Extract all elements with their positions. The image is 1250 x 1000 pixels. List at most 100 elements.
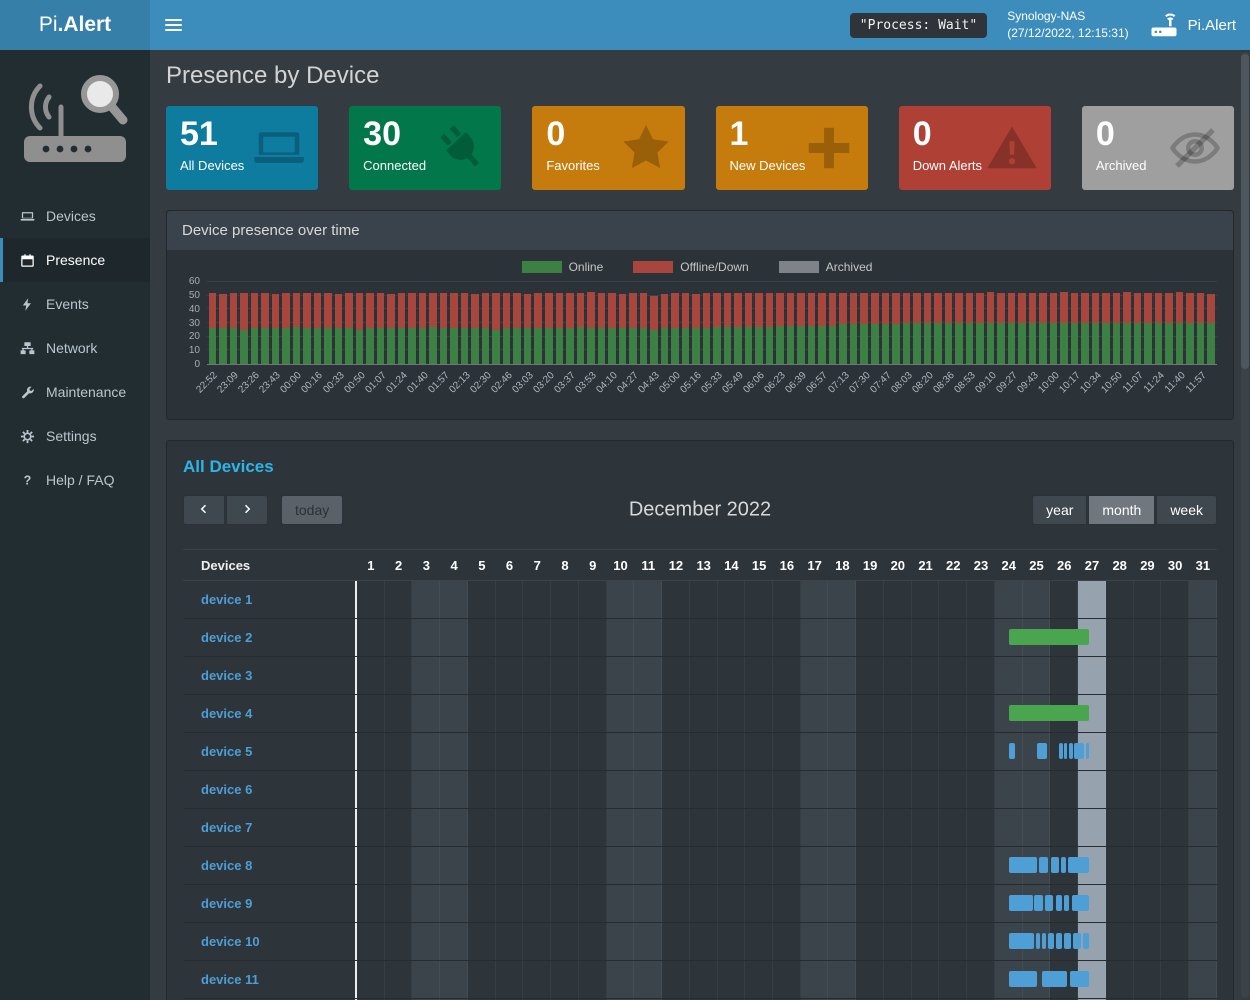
presence-event[interactable] [1068,743,1073,759]
scrollbar-thumb[interactable] [1241,54,1249,369]
online-segment [429,327,437,364]
device-link[interactable]: device 7 [201,820,253,835]
presence-event[interactable] [1008,743,1016,759]
prev-month-button[interactable] [183,495,225,525]
x-tick-label: 11:07 [1120,370,1146,395]
presence-event[interactable] [1042,971,1068,987]
chart-bar [786,282,795,364]
offline-segment [313,292,322,329]
page-scrollbar[interactable] [1241,52,1249,998]
presence-event[interactable] [1036,743,1047,759]
y-tick-label: 30 [188,317,200,329]
sidebar-toggle-button[interactable] [150,0,196,50]
presence-event[interactable] [1061,857,1066,873]
chart-bar [408,282,416,364]
device-link[interactable]: device 9 [201,896,253,911]
summary-card-down-alerts[interactable]: 0 Down Alerts [898,106,1051,190]
presence-event[interactable] [1082,933,1090,949]
presence-event[interactable] [1056,933,1062,949]
device-link[interactable]: device 8 [201,858,253,873]
presence-event[interactable] [1055,895,1063,911]
summary-card-connected[interactable]: 30 Connected [349,106,502,190]
device-link[interactable]: device 11 [201,972,259,987]
day-cell [1050,771,1079,808]
brand-prefix: Pi [38,13,58,36]
presence-event[interactable] [1038,857,1048,873]
sidebar-item-devices[interactable]: Devices [0,194,150,238]
day-cell [939,619,968,656]
presence-event[interactable] [1036,933,1040,949]
view-button-month[interactable]: month [1088,495,1156,525]
chart-bar [208,282,217,364]
presence-event[interactable] [1059,743,1063,759]
presence-event[interactable] [1063,933,1072,949]
day-header-25: 25 [1029,557,1044,573]
presence-event[interactable] [1045,895,1054,911]
device-link[interactable]: device 2 [201,630,253,645]
day-cell [828,885,857,922]
sidebar-item-network[interactable]: Network [0,326,150,370]
presence-event[interactable] [1085,743,1090,759]
day-cell [385,847,413,884]
summary-card-all-devices[interactable]: 51 All Devices [166,106,319,190]
summary-card-favorites[interactable]: 0 Favorites [532,106,685,190]
today-button[interactable]: today [281,495,344,525]
device-link[interactable]: device 4 [201,706,253,721]
summary-card-new-devices[interactable]: 1 New Devices [715,106,868,190]
brand-logo[interactable]: Pi .Alert [0,0,150,50]
day-cell [468,581,496,618]
presence-event[interactable] [1064,895,1070,911]
presence-event[interactable] [1034,895,1043,911]
online-segment [608,328,616,364]
presence-event[interactable] [1008,971,1037,987]
day-cell [1106,885,1134,922]
presence-event[interactable] [1008,705,1090,721]
x-tick-label: 05:16 [678,370,704,396]
presence-event[interactable] [1008,933,1034,949]
sidebar-item-events[interactable]: Events [0,282,150,326]
chart-bar [1091,282,1100,364]
presence-event[interactable] [1069,971,1090,987]
view-button-week[interactable]: week [1156,495,1217,525]
presence-event[interactable] [1008,629,1090,645]
presence-event[interactable] [1050,857,1059,873]
presence-event[interactable] [1072,933,1082,949]
next-month-button[interactable] [226,495,268,525]
day-cell [1189,809,1217,846]
device-link[interactable]: device 10 [201,934,260,949]
day-cell [1050,809,1079,846]
presence-event[interactable] [1048,933,1055,949]
sidebar-item-maintenance[interactable]: Maintenance [0,370,150,414]
sidebar-item-presence[interactable]: Presence [0,238,150,282]
device-link[interactable]: device 3 [201,668,253,683]
device-link[interactable]: device 1 [201,592,253,607]
device-day-grid [355,619,1217,656]
day-cell [1134,619,1162,656]
day-cell [606,695,635,732]
device-link[interactable]: device 5 [201,744,253,759]
presence-event[interactable] [1008,895,1033,911]
presence-event[interactable] [1042,933,1047,949]
offline-segment [755,292,763,328]
chart-bar [261,282,269,364]
presence-event[interactable] [1067,857,1090,873]
sidebar-item-settings[interactable]: Settings [0,414,150,458]
day-cell [884,619,912,656]
day-cell [967,809,995,846]
day-cell [800,619,829,656]
day-cell [773,847,801,884]
device-link[interactable]: device 6 [201,782,253,797]
presence-event[interactable] [1008,857,1037,873]
day-cell [468,619,496,656]
day-cell [939,581,968,618]
day-header-30: 30 [1167,557,1183,573]
day-cell [884,695,912,732]
presence-event[interactable] [1071,895,1090,911]
offline-segment [839,292,847,325]
presence-event[interactable] [1064,743,1068,759]
x-tick-label: 23:09 [215,370,242,396]
presence-event[interactable] [1074,743,1084,759]
view-button-year[interactable]: year [1032,495,1088,525]
summary-card-archived[interactable]: 0 Archived [1081,106,1235,190]
sidebar-item-help-faq[interactable]: ? Help / FAQ [0,458,150,502]
